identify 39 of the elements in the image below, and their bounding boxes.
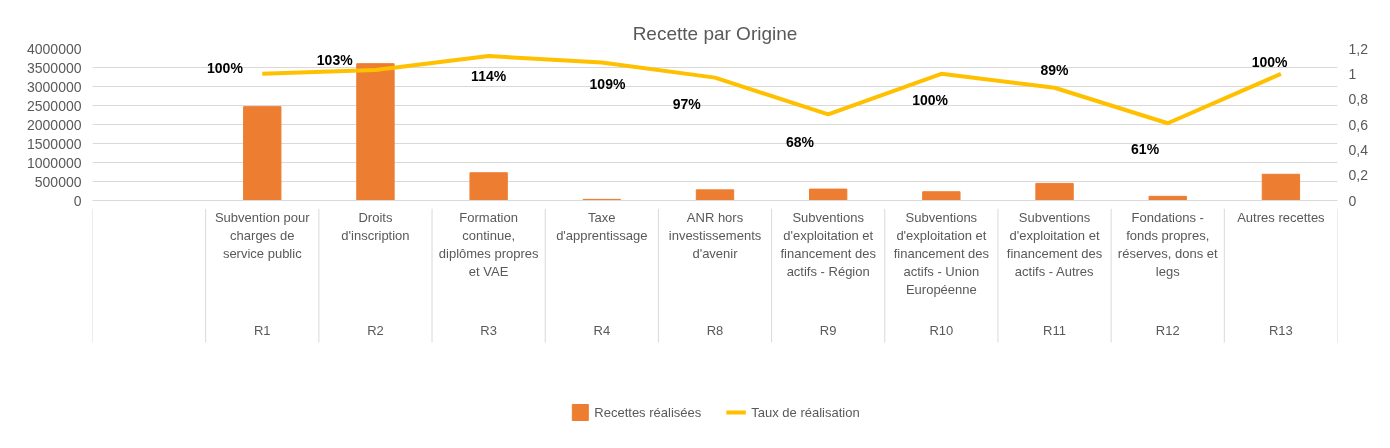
category-label: Formation continue, diplômes propres et VAE R3 (438, 209, 539, 339)
y2-tick-label: 0,6 (1348, 116, 1369, 133)
data-label: 100% (1251, 53, 1289, 70)
y2-tick-label: 0,8 (1348, 91, 1369, 108)
y2-tick-label: 0,4 (1348, 141, 1369, 158)
y2-tick-label: 1 (1348, 65, 1357, 82)
category-label: Droits d'inscription R2 (341, 209, 410, 339)
category-label: Autres recettes R13 (1237, 209, 1325, 339)
y-tick-label: 3500000 (27, 59, 82, 76)
legend-label: Recettes réalisées (594, 404, 702, 420)
category-label: Taxe d'apprentissage R4 (556, 209, 648, 339)
category-label: Fondations - fonds propres, réserves, dons et legs R12 (1117, 209, 1218, 339)
category-label: Subvention pour charges de service public R1 (214, 209, 310, 339)
y-tick-label: 1500000 (27, 135, 82, 152)
data-label: 103% (316, 52, 354, 69)
data-label: 100% (912, 91, 949, 108)
y-tick-label: 3000000 (27, 78, 82, 95)
chart-title: Recette par Origine (632, 22, 798, 44)
category-label: Subventions d'exploitation et financement des actifs - Région R9 (780, 209, 876, 339)
y-tick-label: 1000000 (27, 154, 82, 171)
y2-tick-label: 0,2 (1348, 167, 1369, 184)
y2-tick-label: 1,2 (1348, 40, 1369, 57)
data-label: 109% (589, 76, 626, 93)
data-label: 97% (672, 95, 702, 112)
y-tick-label: 0 (73, 192, 82, 209)
category-label: Subventions d'exploitation et financement des actifs - Autres R11 (1006, 209, 1103, 339)
data-label: 61% (1131, 141, 1160, 158)
y2-tick-label: 0 (1348, 192, 1357, 209)
legend-label: Taux de réalisation (751, 404, 860, 420)
y-tick-label: 2500000 (27, 97, 82, 114)
data-label: 68% (785, 134, 815, 151)
data-label: 114% (471, 68, 507, 85)
data-label: 100% (207, 59, 244, 76)
category-label: ANR hors investissements d'avenir R8 (668, 209, 762, 339)
y-tick-label: 4000000 (27, 40, 82, 57)
y-tick-label: 2000000 (27, 116, 82, 133)
category-label: Subventions d'exploitation et financement des actifs - Union Européenne R10 (893, 209, 990, 339)
data-label: 89% (1040, 61, 1070, 78)
y-tick-label: 500000 (34, 173, 82, 190)
